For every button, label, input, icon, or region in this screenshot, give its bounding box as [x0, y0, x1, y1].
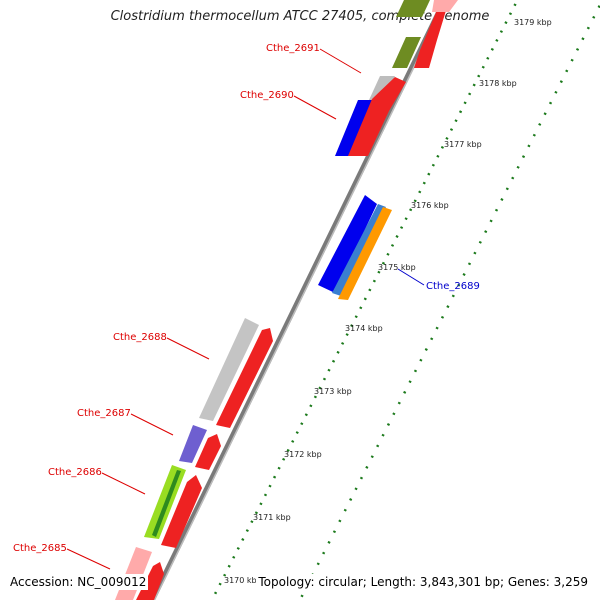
- gene-2688-track[interactable]: [199, 318, 259, 421]
- scale-label-3177: 3177 kbp: [444, 140, 482, 149]
- scale-label-3178: 3178 kbp: [479, 79, 517, 88]
- gene-label-2691: Cthe_2691: [266, 43, 320, 54]
- map-title: Clostridium thermocellum ATCC 27405, com…: [110, 9, 490, 24]
- gene-2690-track[interactable]: [335, 100, 375, 156]
- gene-label-2689: Cthe_2689: [426, 281, 480, 292]
- gene-2685-cds[interactable]: [136, 562, 164, 600]
- gene-2687-cds[interactable]: [195, 434, 221, 470]
- gene-2689-upstream[interactable]: [318, 195, 377, 293]
- gene-2691-cds[interactable]: [414, 4, 448, 68]
- genome-backbone: [149, 0, 448, 600]
- label-line-2685: [66, 548, 111, 570]
- label-line-2688: [166, 337, 210, 360]
- gene-2686-inner: [152, 470, 181, 537]
- label-line-2690: [293, 95, 337, 120]
- scale-label-3170: 3170 kbp: [224, 576, 262, 585]
- genome-backbone-highlight: [153, 0, 448, 600]
- gene-top-cds[interactable]: [432, 0, 458, 12]
- gene-label-2688: Cthe_2688: [113, 332, 167, 343]
- label-line-2686: [101, 472, 146, 495]
- scale-label-3173: 3173 kbp: [314, 387, 352, 396]
- scale-label-3175: 3175 kbp: [378, 263, 416, 272]
- scale-label-3174: 3174 kbp: [345, 324, 383, 333]
- scale-label-3179: 3179 kbp: [514, 18, 552, 27]
- scale-label-3176: 3176 kbp: [411, 201, 449, 210]
- scale-ruler-line: [298, 2, 600, 600]
- gene-2690-pseudo[interactable]: [369, 76, 395, 100]
- gene-label-2690: Cthe_2690: [240, 90, 294, 101]
- label-line-2687: [130, 413, 174, 436]
- gene-2687-track[interactable]: [179, 425, 207, 463]
- gene-2686-cds[interactable]: [161, 475, 202, 548]
- label-line-2689: [397, 268, 425, 286]
- gene-label-2686: Cthe_2686: [48, 467, 102, 478]
- label-line-2691: [319, 48, 362, 74]
- gene-2691-track[interactable]: [392, 37, 421, 68]
- gene-2689-track[interactable]: [332, 204, 386, 296]
- gene-2690-cds[interactable]: [348, 77, 406, 156]
- accession-label: Accession: NC_009012: [8, 574, 149, 590]
- gene-2689-cds[interactable]: [338, 207, 392, 300]
- gene-top-track[interactable]: [396, 0, 430, 17]
- gene-2688-cds[interactable]: [216, 328, 273, 428]
- genome-summary: Topology: circular; Length: 3,843,301 bp…: [256, 574, 590, 590]
- scale-label-3172: 3172 kbp: [284, 450, 322, 459]
- gene-label-2685: Cthe_2685: [13, 543, 67, 554]
- scale-label-3171: 3171 kbp: [253, 513, 291, 522]
- gene-label-2687: Cthe_2687: [77, 408, 131, 419]
